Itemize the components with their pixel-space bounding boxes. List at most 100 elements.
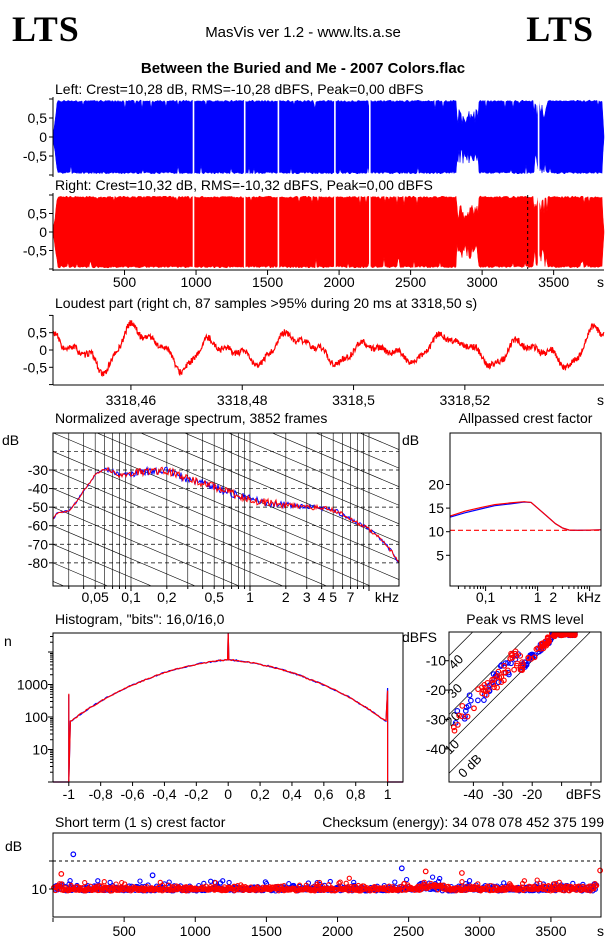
tick-label: -50 <box>28 499 48 515</box>
tick-label: -80 <box>28 555 48 571</box>
page-title: Between the Buried and Me - 2007 Colors.… <box>140 60 466 77</box>
tick-label: -0,8 <box>89 786 113 802</box>
short-term-ylabel: dB <box>5 838 23 854</box>
tick-label: -30 <box>28 462 48 478</box>
tick-label: 1 <box>246 589 254 605</box>
spectrum-curve-right <box>52 466 400 563</box>
waveform-left <box>52 99 605 175</box>
tick-label: -60 <box>28 518 48 534</box>
tick-label: -30 <box>493 786 513 802</box>
short-term-crest-plot: 10 500 1000 1500 2000 2500 3000 3500 s <box>31 832 604 939</box>
tick-label: -0,2 <box>184 786 208 802</box>
tick-label: 3500 <box>538 274 569 290</box>
tick-label: -20 <box>426 682 446 698</box>
tick-label: 3500 <box>535 923 566 939</box>
tick-label: 7 <box>347 589 355 605</box>
tick-label: 1500 <box>251 923 282 939</box>
tick-label: -0,6 <box>120 786 144 802</box>
tick-label: 0,1 <box>476 589 496 605</box>
tick-label: 2000 <box>324 274 355 290</box>
tick-label: -30 <box>426 712 446 728</box>
tick-label: s <box>597 923 604 939</box>
tick-label: 0 dB <box>455 751 485 781</box>
tick-label: 4 <box>318 589 326 605</box>
tick-label: 3318,52 <box>440 392 491 408</box>
tick-label: -0,5 <box>23 148 47 164</box>
spectrum-title: Normalized average spectrum, 3852 frames <box>55 410 328 426</box>
tick-label: 1500 <box>252 274 283 290</box>
tick-label: -20 <box>522 786 542 802</box>
right-channel-stats: Right: Crest=10,32 dB, RMS=-10,32 dBFS, … <box>55 177 433 193</box>
tick-label: 1 <box>534 589 542 605</box>
histogram-curve-right <box>53 632 403 783</box>
histogram-plot: 10 100 1000 -1 -0,8 -0,6 -0,4 -0,2 0 0,2 0,4 0,6 0,8… <box>17 632 404 802</box>
histogram-title: Histogram, "bits": 16,0/16,0 <box>55 611 225 627</box>
tick-label: 1 <box>384 786 392 802</box>
checksum-label: Checksum (energy): 34 078 078 452 375 19… <box>322 814 604 830</box>
tick-label: 0,05 <box>82 589 109 605</box>
tick-label: 10 <box>428 524 444 540</box>
tick-label: 0,2 <box>157 589 177 605</box>
tick-label: 0,2 <box>250 786 270 802</box>
short-term-title: Short term (1 s) crest factor <box>55 814 226 830</box>
loudest-waveform <box>52 320 605 377</box>
tick-label: 2000 <box>322 923 353 939</box>
tick-label: 0,5 <box>28 206 48 222</box>
peak-rms-title: Peak vs RMS level <box>466 611 584 627</box>
masvis-version: MasVis ver 1.2 - www.lts.a.se <box>205 24 401 41</box>
loudest-part-title: Loudest part (right ch, 87 samples >95% … <box>55 295 478 311</box>
tick-label: -1 <box>63 786 76 802</box>
tick-label: 2500 <box>395 274 426 290</box>
spectrum-plot: 0,05 0,1 0,2 0,5 1 2 3 4 5 7 kHz -30 -40 -50 -60 -70 -80 <box>28 432 400 605</box>
allpassed-curve-left <box>450 501 601 531</box>
tick-label: 20 <box>428 477 444 493</box>
waveform-right <box>52 195 605 269</box>
tick-label: 5 <box>329 589 337 605</box>
histogram-ylabel: n <box>4 633 12 649</box>
tick-label: 0 <box>224 786 232 802</box>
waveform-right-plot: 0,5 0 -0,5 500 1000 1500 2000 2500 3000 3500 s <box>23 193 605 290</box>
tick-label: 0,5 <box>28 325 48 341</box>
tick-label: -0,5 <box>23 359 47 375</box>
tick-label: s <box>597 392 604 408</box>
lts-logo-left: LTS <box>12 9 80 49</box>
tick-label: 3 <box>303 589 311 605</box>
tick-label: dBFS <box>566 786 601 802</box>
tick-label: 3318,46 <box>106 392 157 408</box>
allpassed-crest-plot: 0,1 1 2 kHz 5 10 15 20 <box>428 432 602 605</box>
tick-label: 500 <box>112 923 136 939</box>
tick-label: 3318,48 <box>217 392 268 408</box>
tick-label: 0,8 <box>346 786 366 802</box>
tick-label: 1000 <box>180 274 211 290</box>
tick-label: 0 <box>39 129 47 145</box>
tick-label: -40 <box>28 481 48 497</box>
tick-label: 1000 <box>17 677 48 693</box>
tick-label: -70 <box>28 536 48 552</box>
tick-label: 100 <box>25 709 49 725</box>
loudest-part-plot: 0,50-0,5 3318,46 3318,48 3318,5 3318,52 s <box>23 314 605 408</box>
tick-label: 0,5 <box>204 589 224 605</box>
lts-logo-right: LTS <box>526 9 594 49</box>
crest-scatter-right <box>51 867 603 894</box>
allpassed-title: Allpassed crest factor <box>458 410 593 426</box>
waveform-left-plot: 0,5 0 -0,5 <box>23 97 605 177</box>
spectrum-ylabel: dB <box>2 432 20 448</box>
tick-label: kHz <box>577 589 601 605</box>
tick-label: 0,6 <box>314 786 334 802</box>
left-channel-stats: Left: Crest=10,28 dB, RMS=-10,28 dBFS, P… <box>55 81 424 97</box>
tick-label: 3000 <box>467 274 498 290</box>
tick-label: s <box>597 274 604 290</box>
tick-label: -40 <box>463 786 483 802</box>
tick-label: 0,4 <box>282 786 302 802</box>
tick-label: 0 <box>39 224 47 240</box>
tick-label: -0,5 <box>23 243 47 259</box>
tick-label: 500 <box>113 274 137 290</box>
tick-label: -0,4 <box>152 786 176 802</box>
tick-label: 10 <box>31 881 47 897</box>
tick-label: 5 <box>436 547 444 563</box>
tick-label: -40 <box>426 741 446 757</box>
tick-label: 2500 <box>393 923 424 939</box>
